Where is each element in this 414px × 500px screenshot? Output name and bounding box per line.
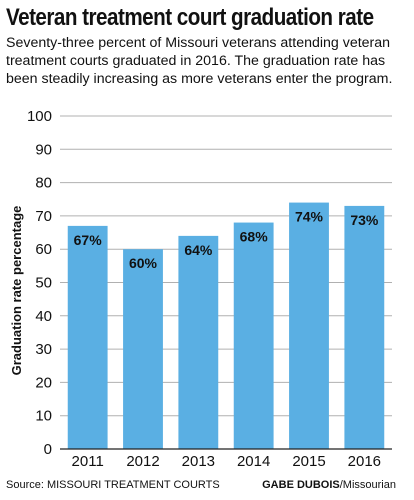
y-tick-label: 0	[44, 441, 52, 458]
y-tick-label: 10	[35, 408, 52, 425]
credit-name: GABE DUBOIS	[262, 479, 340, 491]
x-tick-label: 2011	[72, 453, 104, 470]
bar	[233, 222, 274, 449]
y-tick-label: 90	[35, 141, 52, 158]
credit-org: /Missourian	[339, 479, 396, 491]
y-tick-label: 50	[35, 275, 52, 292]
data-label: 73%	[350, 212, 379, 228]
bar	[289, 202, 329, 449]
y-tick-label: 40	[35, 308, 52, 325]
chart-title: Veteran treatment court graduation rate	[6, 4, 374, 31]
chart-subtitle: Seventy-three percent of Missouri vetera…	[6, 35, 393, 87]
bar	[344, 205, 385, 449]
y-axis-label: Graduation rate percentage	[9, 206, 24, 376]
x-axis-ticks: 2011 2012 2013 2014 2015 2016	[72, 453, 381, 470]
data-label: 74%	[295, 209, 324, 225]
y-tick-label: 60	[35, 241, 52, 258]
bar	[67, 225, 108, 449]
source-note: Source: MISSOURI TREATMENT COURTS	[6, 479, 220, 491]
bar	[123, 249, 163, 449]
x-tick-label: 2016	[348, 453, 381, 470]
x-tick-label: 2013	[182, 453, 215, 470]
y-tick-label: 30	[35, 341, 52, 358]
bars	[67, 202, 385, 449]
y-tick-label: 70	[35, 208, 52, 225]
y-tick-label: 80	[35, 175, 52, 192]
x-tick-label: 2015	[292, 453, 325, 470]
bar	[178, 235, 219, 449]
data-label: 60%	[129, 255, 158, 271]
y-tick-label: 100	[27, 108, 52, 125]
gridlines	[60, 115, 392, 417]
y-axis-ticks: 0 10 20 30 40 50 60 70 80 90 100	[27, 108, 52, 458]
data-label: 67%	[74, 232, 103, 248]
y-tick-label: 20	[35, 374, 52, 391]
x-tick-label: 2014	[237, 453, 270, 470]
data-labels: 67% 60% 64% 68% 74% 73%	[74, 209, 379, 272]
credit-line: GABE DUBOIS/Missourian	[262, 479, 396, 491]
x-tick-label: 2012	[126, 453, 159, 470]
data-label: 68%	[240, 229, 269, 245]
data-label: 64%	[184, 242, 213, 258]
